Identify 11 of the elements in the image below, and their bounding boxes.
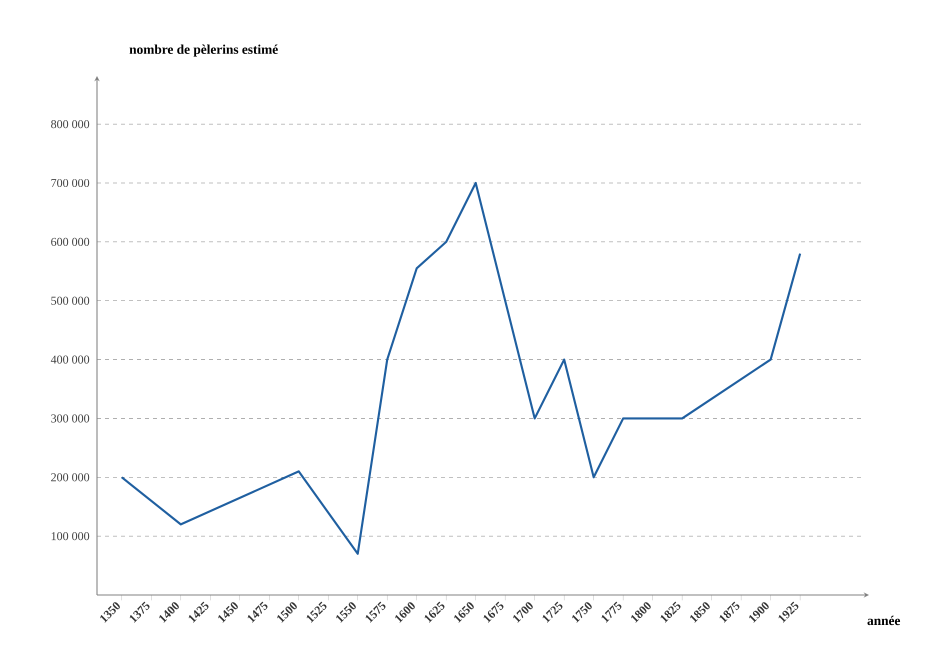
- y-tick-label: 400 000: [50, 356, 90, 364]
- line-series: [120, 182, 802, 555]
- y-tick-label: 500 000: [51, 296, 90, 305]
- y-tick-label: 800 000: [51, 120, 90, 128]
- x-axis-title: année: [868, 616, 900, 626]
- y-tick-label: 700 000: [51, 178, 90, 188]
- y-tick-label: 200 000: [51, 473, 90, 482]
- y-tick-label: 300 000: [51, 414, 90, 422]
- y-tick-label: 600 000: [51, 238, 90, 246]
- y-axis-title: nombre de pèlerins estimé: [130, 44, 278, 57]
- y-tick-label: 100 000: [52, 532, 90, 540]
